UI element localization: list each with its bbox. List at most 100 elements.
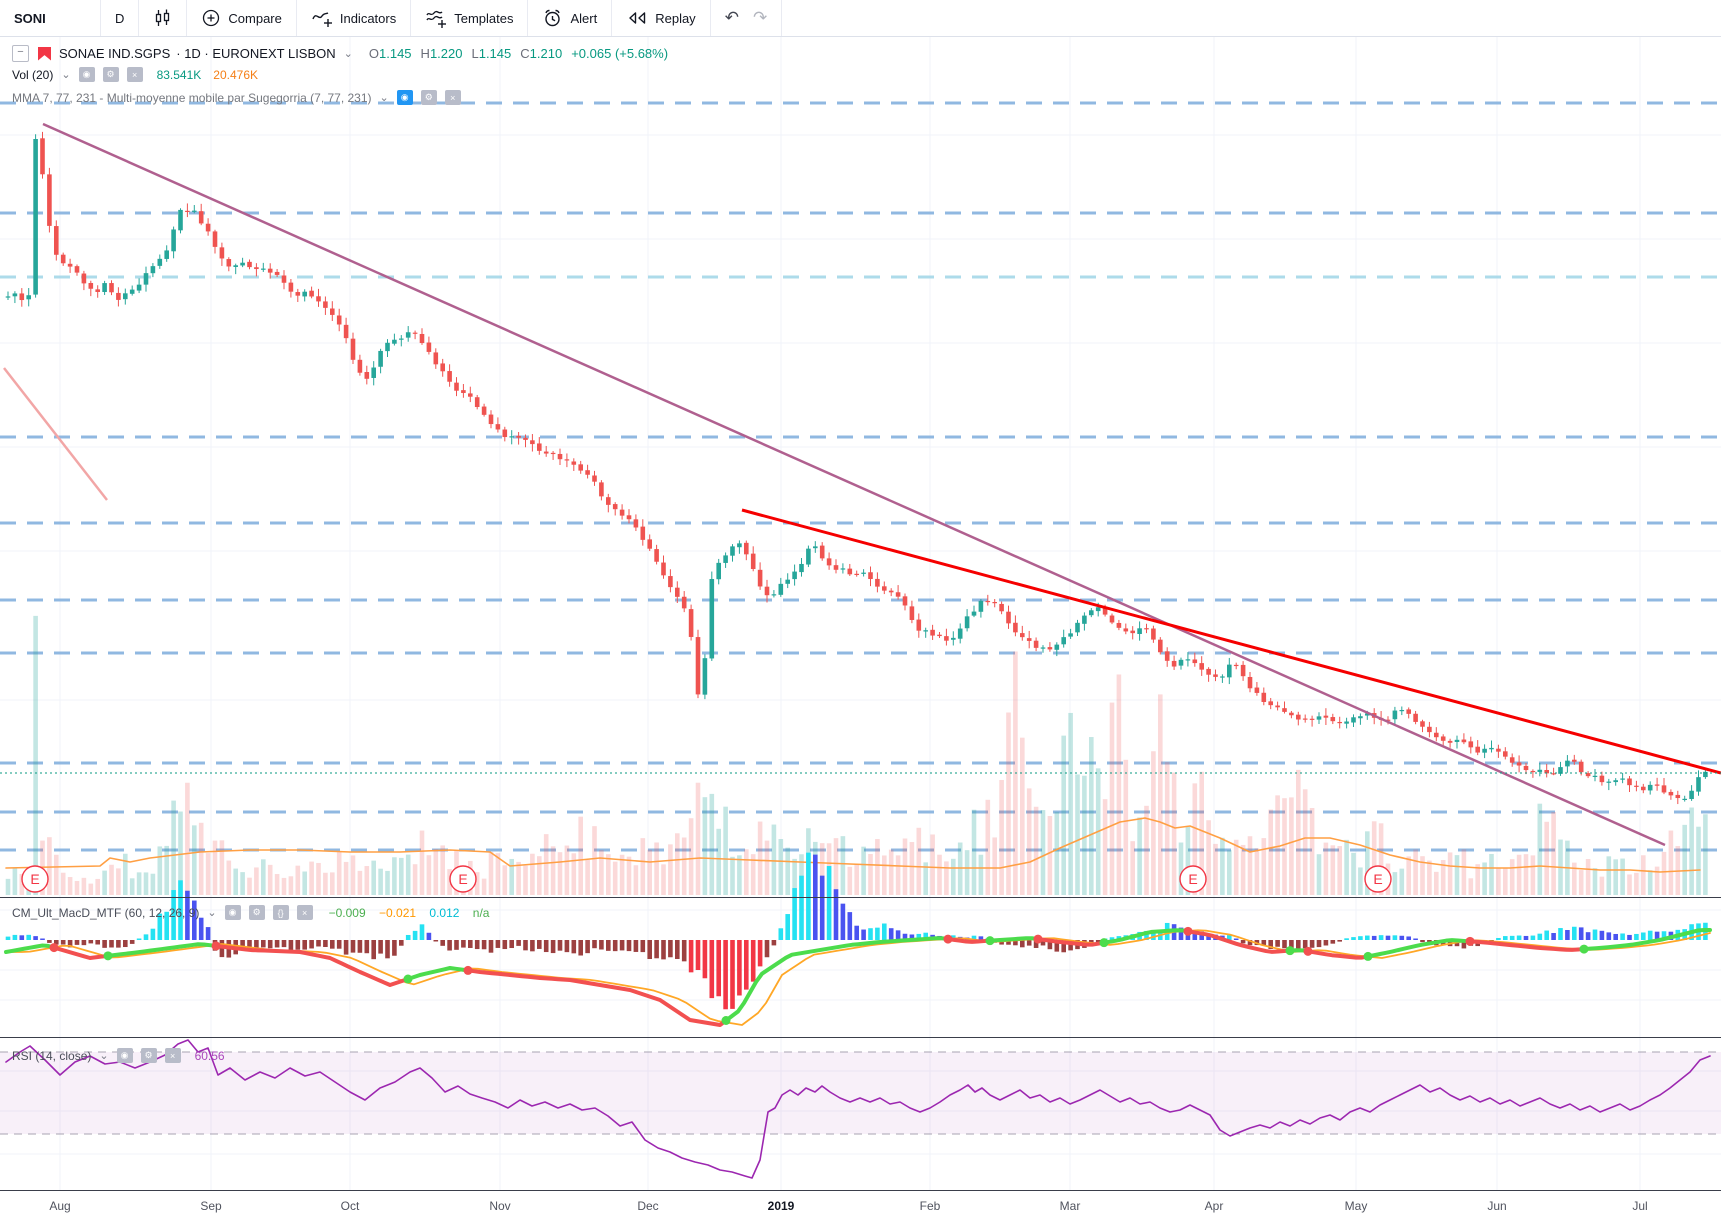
chevron-down-icon[interactable]: ⌄ (61, 69, 71, 81)
time-axis-label: Feb (919, 1199, 941, 1213)
mma-legend-row: MMA 7, 77, 231 - Multi-moyenne mobile pa… (12, 90, 461, 105)
svg-text:E: E (30, 871, 39, 887)
macd-value-2: −0.021 (379, 905, 417, 920)
templates-label: Templates (454, 10, 514, 26)
top-toolbar: SONI D Compare (0, 0, 1721, 37)
symbol-legend-row: − SONAE IND.SGPS · 1D · EURONEXT LISBON … (12, 45, 668, 62)
time-axis-label: Apr (1204, 1199, 1224, 1213)
compare-label: Compare (228, 10, 282, 26)
gear-icon[interactable]: ⚙ (248, 905, 265, 920)
symbol-title[interactable]: SONAE IND.SGPS (59, 46, 171, 61)
templates-icon (425, 8, 447, 28)
macd-indicator-label[interactable]: CM_Ult_MacD_MTF (60, 12, 26, 9) (12, 905, 200, 920)
interval-button[interactable]: D (101, 0, 140, 36)
mma-indicator-label[interactable]: MMA 7, 77, 231 - Multi-moyenne mobile pa… (12, 90, 372, 105)
indicators-label: Indicators (339, 10, 397, 26)
rsi-legend-row: RSI (14, close) ⌄ ◉ ⚙ × 60.56 (12, 1048, 225, 1063)
volume-legend-row: Vol (20) ⌄ ◉ ⚙ × 83.541K 20.476K (12, 67, 258, 82)
eye-icon[interactable]: ◉ (224, 905, 241, 920)
chevron-down-icon[interactable]: ⌄ (207, 907, 217, 919)
candlestick-series (5, 131, 1708, 805)
close-label: C (520, 46, 530, 61)
close-icon[interactable]: × (296, 905, 313, 920)
earnings-icon[interactable] (1364, 865, 1392, 893)
trendline[interactable] (3, 367, 108, 501)
trendline[interactable] (741, 508, 1721, 775)
open-value: 1.145 (379, 46, 412, 61)
trendline[interactable] (42, 122, 1666, 847)
alert-button[interactable]: Alert (528, 0, 613, 36)
time-axis-label: Oct (340, 1199, 360, 1213)
redo-icon[interactable]: ↷ (752, 8, 768, 27)
gear-icon[interactable]: ⚙ (102, 67, 119, 82)
source-code-icon[interactable]: {} (272, 905, 289, 920)
time-axis-label: Jun (1487, 1199, 1507, 1213)
gear-icon[interactable]: ⚙ (140, 1048, 157, 1063)
grid-lines (0, 36, 1721, 1190)
rsi-value: 60.56 (194, 1048, 225, 1063)
close-icon[interactable]: × (126, 67, 143, 82)
compare-button[interactable]: Compare (187, 0, 297, 36)
chevron-down-icon[interactable]: ⌄ (99, 1050, 109, 1062)
macd-value-1: −0.009 (328, 905, 366, 920)
time-axis-label: Aug (49, 1199, 71, 1213)
eye-icon[interactable]: ◉ (116, 1048, 133, 1063)
undo-icon[interactable]: ↶ (724, 8, 739, 27)
replay-rewind-icon (626, 9, 648, 27)
alert-clock-icon (542, 8, 563, 28)
high-value: 1.220 (429, 46, 463, 61)
volume-series (5, 615, 1708, 895)
candlestick-style-icon (153, 8, 172, 28)
chevron-down-icon[interactable]: ⌄ (343, 48, 353, 60)
volume-ma-value: 83.541K (156, 67, 202, 82)
collapse-pane-button[interactable]: − (12, 45, 29, 62)
flag-icon[interactable] (38, 46, 51, 61)
symbol-meta[interactable]: · 1D · EURONEXT LISBON (176, 46, 336, 61)
high-label: H (420, 46, 430, 61)
indicators-button[interactable]: Indicators (297, 0, 412, 36)
replay-button[interactable]: Replay (612, 0, 711, 36)
indicators-icon (311, 8, 333, 28)
open-label: O (368, 46, 379, 61)
volume-indicator-label[interactable]: Vol (20) (12, 67, 54, 82)
svg-text:E: E (1188, 871, 1197, 887)
symbol-search-label: SONI (14, 10, 46, 26)
time-axis-label: 2019 (767, 1199, 795, 1213)
earnings-icon[interactable] (21, 865, 49, 893)
earnings-icon[interactable] (449, 865, 477, 893)
close-icon[interactable]: × (444, 90, 461, 105)
compare-icon (201, 8, 221, 28)
time-axis[interactable]: Aug Sep Oct Nov Dec 2019 Feb Mar Apr May Jun Jul (0, 1191, 1721, 1221)
pane-separators (0, 897, 1721, 1191)
macd-values: −0.009 −0.021 0.012 n/a (319, 906, 490, 920)
macd-value-3: 0.012 (429, 905, 460, 920)
low-label: L (471, 46, 479, 61)
rsi-indicator-label[interactable]: RSI (14, close) (12, 1048, 92, 1063)
macd-legend-row: CM_Ult_MacD_MTF (60, 12, 26, 9) ⌄ ◉ ⚙ {}… (12, 905, 489, 920)
svg-text:E: E (458, 871, 467, 887)
close-icon[interactable]: × (164, 1048, 181, 1063)
symbol-search-button[interactable]: SONI (0, 0, 101, 36)
rsi-band (0, 1051, 1721, 1135)
ohlc-values: O1.145 H1.220 L1.145 C1.210 +0.065 (+5.6… (369, 46, 668, 61)
chevron-down-icon[interactable]: ⌄ (379, 92, 389, 104)
undo-redo-group: ↶ ↷ (711, 0, 782, 36)
time-axis-label: Nov (489, 1199, 511, 1213)
replay-label: Replay (655, 10, 696, 26)
eye-icon[interactable]: ◉ (78, 67, 95, 82)
volume-ma-line (5, 817, 1701, 873)
earnings-icon[interactable] (1179, 865, 1207, 893)
volume-current-value: 20.476K (213, 67, 259, 82)
eye-icon[interactable]: ◉ (396, 90, 413, 105)
time-axis-label: Dec (637, 1199, 659, 1213)
templates-button[interactable]: Templates (411, 0, 529, 36)
chart-style-button[interactable] (139, 0, 188, 36)
macd-main-line (4, 926, 1712, 1027)
rsi-line (5, 1039, 1711, 1179)
toolbar-spacer (781, 0, 1721, 36)
gear-icon[interactable]: ⚙ (420, 90, 437, 105)
